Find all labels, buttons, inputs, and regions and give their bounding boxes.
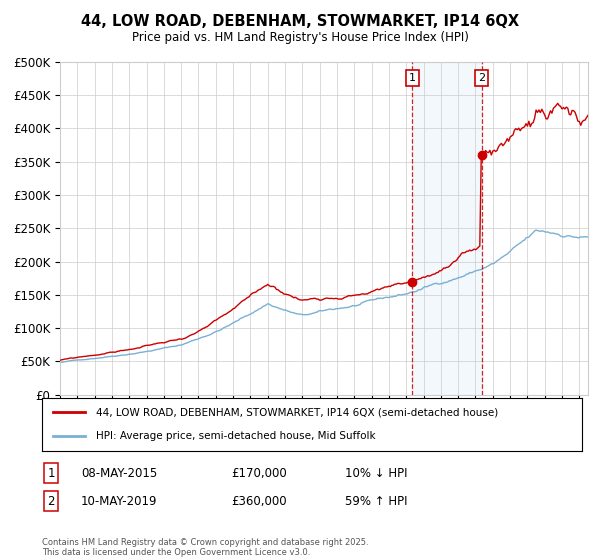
Text: 59% ↑ HPI: 59% ↑ HPI [345, 494, 407, 508]
Text: £170,000: £170,000 [231, 466, 287, 480]
Text: 44, LOW ROAD, DEBENHAM, STOWMARKET, IP14 6QX: 44, LOW ROAD, DEBENHAM, STOWMARKET, IP14… [81, 14, 519, 29]
Text: 10-MAY-2019: 10-MAY-2019 [81, 494, 157, 508]
Bar [412, 62, 482, 395]
Text: 08-MAY-2015: 08-MAY-2015 [81, 466, 157, 480]
Text: Contains HM Land Registry data © Crown copyright and database right 2025.
This d: Contains HM Land Registry data © Crown c… [42, 538, 368, 557]
Text: £360,000: £360,000 [231, 494, 287, 508]
Text: Price paid vs. HM Land Registry's House Price Index (HPI): Price paid vs. HM Land Registry's House … [131, 31, 469, 44]
Text: HPI: Average price, semi-detached house, Mid Suffolk: HPI: Average price, semi-detached house,… [96, 431, 376, 441]
Text: 1: 1 [409, 73, 416, 83]
Text: 2: 2 [47, 494, 55, 508]
Text: 44, LOW ROAD, DEBENHAM, STOWMARKET, IP14 6QX (semi-detached house): 44, LOW ROAD, DEBENHAM, STOWMARKET, IP14… [96, 408, 498, 418]
Text: 10% ↓ HPI: 10% ↓ HPI [345, 466, 407, 480]
Text: 2: 2 [478, 73, 485, 83]
Text: 1: 1 [47, 466, 55, 480]
